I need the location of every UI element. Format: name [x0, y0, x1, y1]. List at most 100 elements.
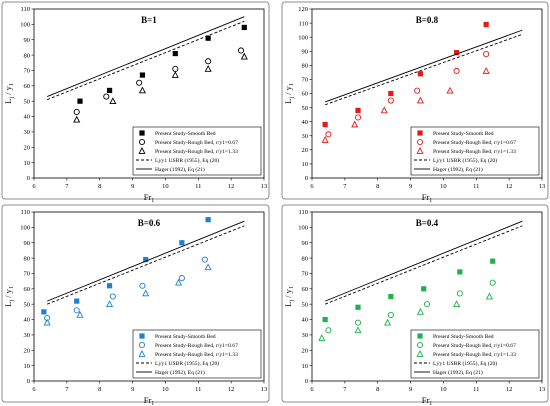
y-tick-label: 0	[27, 175, 30, 182]
y-tick-label: 100	[20, 225, 30, 232]
y-tick-label: 0	[27, 378, 30, 385]
y-tick-label: 70	[302, 77, 309, 84]
legend: Present Study-Smooth Bed Present Study-Ro…	[132, 126, 262, 176]
y-axis-label-main: L	[3, 99, 13, 104]
y-tick-label: 90	[24, 240, 31, 247]
x-tick-label: 7	[343, 183, 347, 190]
x-tick-label: 11	[195, 183, 201, 190]
data-point-square	[322, 121, 328, 128]
y-axis-label: Lj / y1	[283, 286, 295, 307]
data-point-circle	[73, 307, 80, 314]
y-tick-label: 40	[302, 119, 309, 126]
y-axis-label: Lj / y1	[3, 83, 15, 104]
y-tick-label: 100	[298, 225, 308, 232]
data-point-triangle	[138, 147, 146, 154]
x-tick-label: 12	[506, 183, 513, 190]
x-tick-label: 10	[440, 386, 447, 393]
x-axis-label: Fr1	[144, 395, 155, 406]
legend-label: Present Study-Rough Bed, r/y1=1.33	[433, 352, 516, 358]
x-tick-label: 7	[65, 183, 69, 190]
y-tick-label: 50	[302, 105, 309, 112]
y-tick-label: 30	[24, 332, 31, 339]
data-point-circle	[423, 301, 431, 308]
data-point-circle	[178, 275, 185, 282]
y-tick-label: 40	[24, 114, 31, 121]
x-tick-label: 6	[310, 183, 314, 190]
data-point-square	[179, 240, 185, 246]
x-tick-label: 8	[376, 386, 379, 393]
legend-box	[410, 126, 540, 176]
data-point-square	[139, 333, 145, 339]
x-axis-label-main: Fr	[422, 395, 430, 405]
y-tick-label: 30	[24, 129, 31, 136]
x-tick-label: 8	[98, 183, 101, 190]
y-axis-label-mid-sub: 1	[9, 286, 15, 289]
x-tick-label: 9	[409, 386, 412, 393]
data-point-triangle	[416, 96, 424, 104]
data-point-triangle	[380, 106, 388, 114]
x-tick-label: 12	[228, 386, 235, 393]
data-point-circle	[354, 114, 362, 121]
y-tick-label: 50	[24, 98, 31, 105]
data-point-circle	[201, 256, 208, 263]
hager-line	[324, 29, 523, 103]
y-axis-label-mid-sub: 1	[289, 286, 295, 289]
data-point-circle	[138, 138, 146, 146]
y-axis-label-sub: j	[289, 300, 295, 303]
data-point-square	[322, 316, 328, 323]
x-tick-label: 10	[440, 183, 447, 190]
legend-label: Hager (1992), Eq (21)	[155, 166, 205, 173]
data-point-triangle	[175, 278, 183, 286]
x-axis-label-sub: 1	[151, 401, 154, 406]
data-point-triangle	[321, 135, 329, 143]
legend-label: Present Study-Smooth Bed	[433, 334, 494, 340]
x-axis-label-sub: 1	[151, 198, 154, 204]
data-point-triangle	[318, 334, 326, 341]
chart-panel-0: 6 7 8 9 10 11 12 130102030405060708090100110Fr1…	[1, 1, 270, 204]
data-point-triangle	[416, 307, 424, 315]
x-axis-label: Fr1	[422, 192, 433, 204]
data-point-triangle	[351, 120, 359, 128]
legend: Present Study-Smooth Bed Present Study-Ro…	[410, 126, 540, 176]
data-point-circle	[453, 67, 460, 75]
data-point-circle	[414, 87, 421, 94]
data-point-circle	[354, 319, 362, 326]
x-tick-label: 12	[506, 386, 513, 393]
y-tick-label: 10	[24, 160, 31, 167]
data-point-square	[205, 217, 211, 223]
data-point-square	[106, 87, 113, 94]
data-point-triangle	[240, 52, 248, 60]
y-axis-label-mid: / y	[3, 85, 13, 97]
data-point-triangle	[73, 115, 81, 123]
data-point-triangle	[416, 147, 424, 154]
legend-box	[132, 126, 262, 176]
chart-panel-1: 6 7 8 9 10 11 12 130102030405060708090100110120…	[281, 1, 549, 204]
data-point-square	[106, 283, 113, 289]
data-point-square	[483, 21, 489, 28]
legend-box	[410, 329, 540, 379]
data-point-square	[143, 257, 149, 263]
y-tick-label: 110	[298, 209, 308, 216]
y-tick-label: 120	[298, 6, 308, 13]
data-point-square	[74, 298, 80, 304]
data-point-triangle	[354, 326, 362, 334]
data-point-triangle	[485, 292, 493, 300]
x-tick-label: 11	[473, 183, 479, 190]
y-tick-label: 40	[302, 317, 309, 324]
usbr-line	[46, 225, 245, 305]
plot-area	[311, 211, 543, 382]
data-point-circle	[489, 279, 496, 286]
x-tick-label: 11	[195, 386, 201, 393]
data-point-circle	[205, 58, 212, 65]
plot-area	[33, 8, 265, 179]
y-axis-label-sub: j	[9, 300, 15, 303]
x-tick-label: 10	[162, 386, 169, 393]
data-point-circle	[387, 97, 394, 104]
legend-label: Hager (1992), Eq (21)	[155, 369, 205, 376]
data-point-square	[417, 71, 424, 77]
y-axis-label-mid: / y	[3, 288, 13, 300]
data-point-triangle	[109, 97, 117, 105]
y-axis-label: Lj / y1	[3, 286, 15, 307]
data-point-square	[139, 130, 145, 136]
y-tick-label: 100	[20, 22, 30, 29]
